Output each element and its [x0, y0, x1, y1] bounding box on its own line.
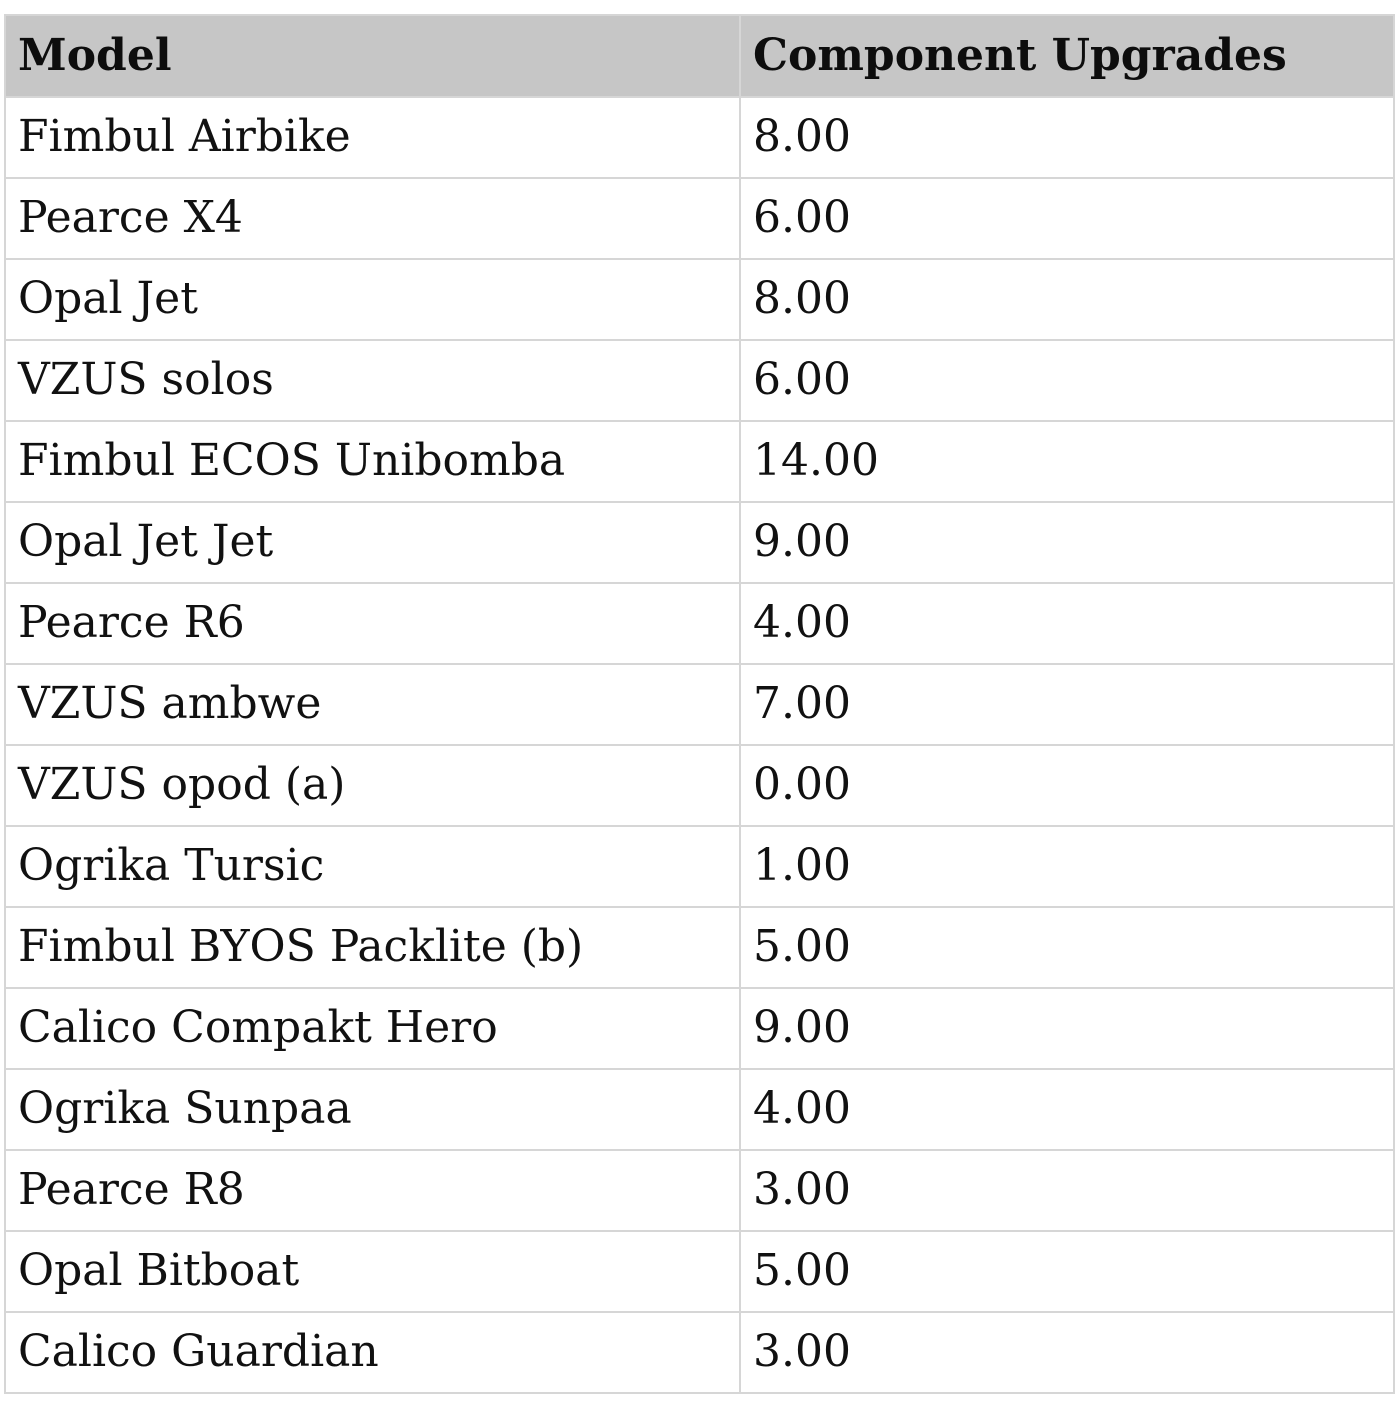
- table-row: Pearce R6 4.00: [4, 582, 1395, 665]
- table-row: VZUS solos 6.00: [4, 339, 1395, 422]
- model-cell: VZUS solos: [4, 339, 741, 422]
- model-cell: Ogrika Tursic: [4, 825, 741, 908]
- table-row: Pearce R8 3.00: [4, 1149, 1395, 1232]
- value-cell: 9.00: [739, 987, 1395, 1070]
- model-cell: Calico Guardian: [4, 1311, 741, 1394]
- table-row: Fimbul Airbike 8.00: [4, 96, 1395, 179]
- model-cell: VZUS opod (a): [4, 744, 741, 827]
- table-row: Fimbul BYOS Packlite (b) 5.00: [4, 906, 1395, 989]
- value-cell: 6.00: [739, 339, 1395, 422]
- model-cell: Pearce R6: [4, 582, 741, 665]
- model-cell: Opal Jet: [4, 258, 741, 341]
- model-cell: Pearce X4: [4, 177, 741, 260]
- table-row: Calico Guardian 3.00: [4, 1311, 1395, 1394]
- value-cell: 3.00: [739, 1311, 1395, 1394]
- column-header-component-upgrades: Component Upgrades: [739, 14, 1395, 98]
- table-row: VZUS opod (a) 0.00: [4, 744, 1395, 827]
- table-row: Opal Jet Jet 9.00: [4, 501, 1395, 584]
- table-row: Opal Bitboat 5.00: [4, 1230, 1395, 1313]
- model-cell: Opal Bitboat: [4, 1230, 741, 1313]
- model-cell: Fimbul Airbike: [4, 96, 741, 179]
- value-cell: 8.00: [739, 96, 1395, 179]
- component-upgrades-table: Model Component Upgrades Fimbul Airbike …: [4, 14, 1395, 1394]
- column-header-model: Model: [4, 14, 741, 98]
- value-cell: 8.00: [739, 258, 1395, 341]
- model-cell: Ogrika Sunpaa: [4, 1068, 741, 1151]
- table-row: Ogrika Sunpaa 4.00: [4, 1068, 1395, 1151]
- model-cell: Fimbul ECOS Unibomba: [4, 420, 741, 503]
- value-cell: 1.00: [739, 825, 1395, 908]
- model-cell: Pearce R8: [4, 1149, 741, 1232]
- table-row: Fimbul ECOS Unibomba 14.00: [4, 420, 1395, 503]
- value-cell: 0.00: [739, 744, 1395, 827]
- value-cell: 4.00: [739, 582, 1395, 665]
- table-row: Opal Jet 8.00: [4, 258, 1395, 341]
- table-row: VZUS ambwe 7.00: [4, 663, 1395, 746]
- model-cell: Fimbul BYOS Packlite (b): [4, 906, 741, 989]
- value-cell: 14.00: [739, 420, 1395, 503]
- value-cell: 6.00: [739, 177, 1395, 260]
- value-cell: 9.00: [739, 501, 1395, 584]
- table-row: Pearce X4 6.00: [4, 177, 1395, 260]
- table-row: Ogrika Tursic 1.00: [4, 825, 1395, 908]
- value-cell: 5.00: [739, 906, 1395, 989]
- value-cell: 5.00: [739, 1230, 1395, 1313]
- header-row: Model Component Upgrades: [4, 14, 1395, 98]
- model-cell: Opal Jet Jet: [4, 501, 741, 584]
- value-cell: 3.00: [739, 1149, 1395, 1232]
- model-cell: VZUS ambwe: [4, 663, 741, 746]
- value-cell: 7.00: [739, 663, 1395, 746]
- value-cell: 4.00: [739, 1068, 1395, 1151]
- table-row: Calico Compakt Hero 9.00: [4, 987, 1395, 1070]
- model-cell: Calico Compakt Hero: [4, 987, 741, 1070]
